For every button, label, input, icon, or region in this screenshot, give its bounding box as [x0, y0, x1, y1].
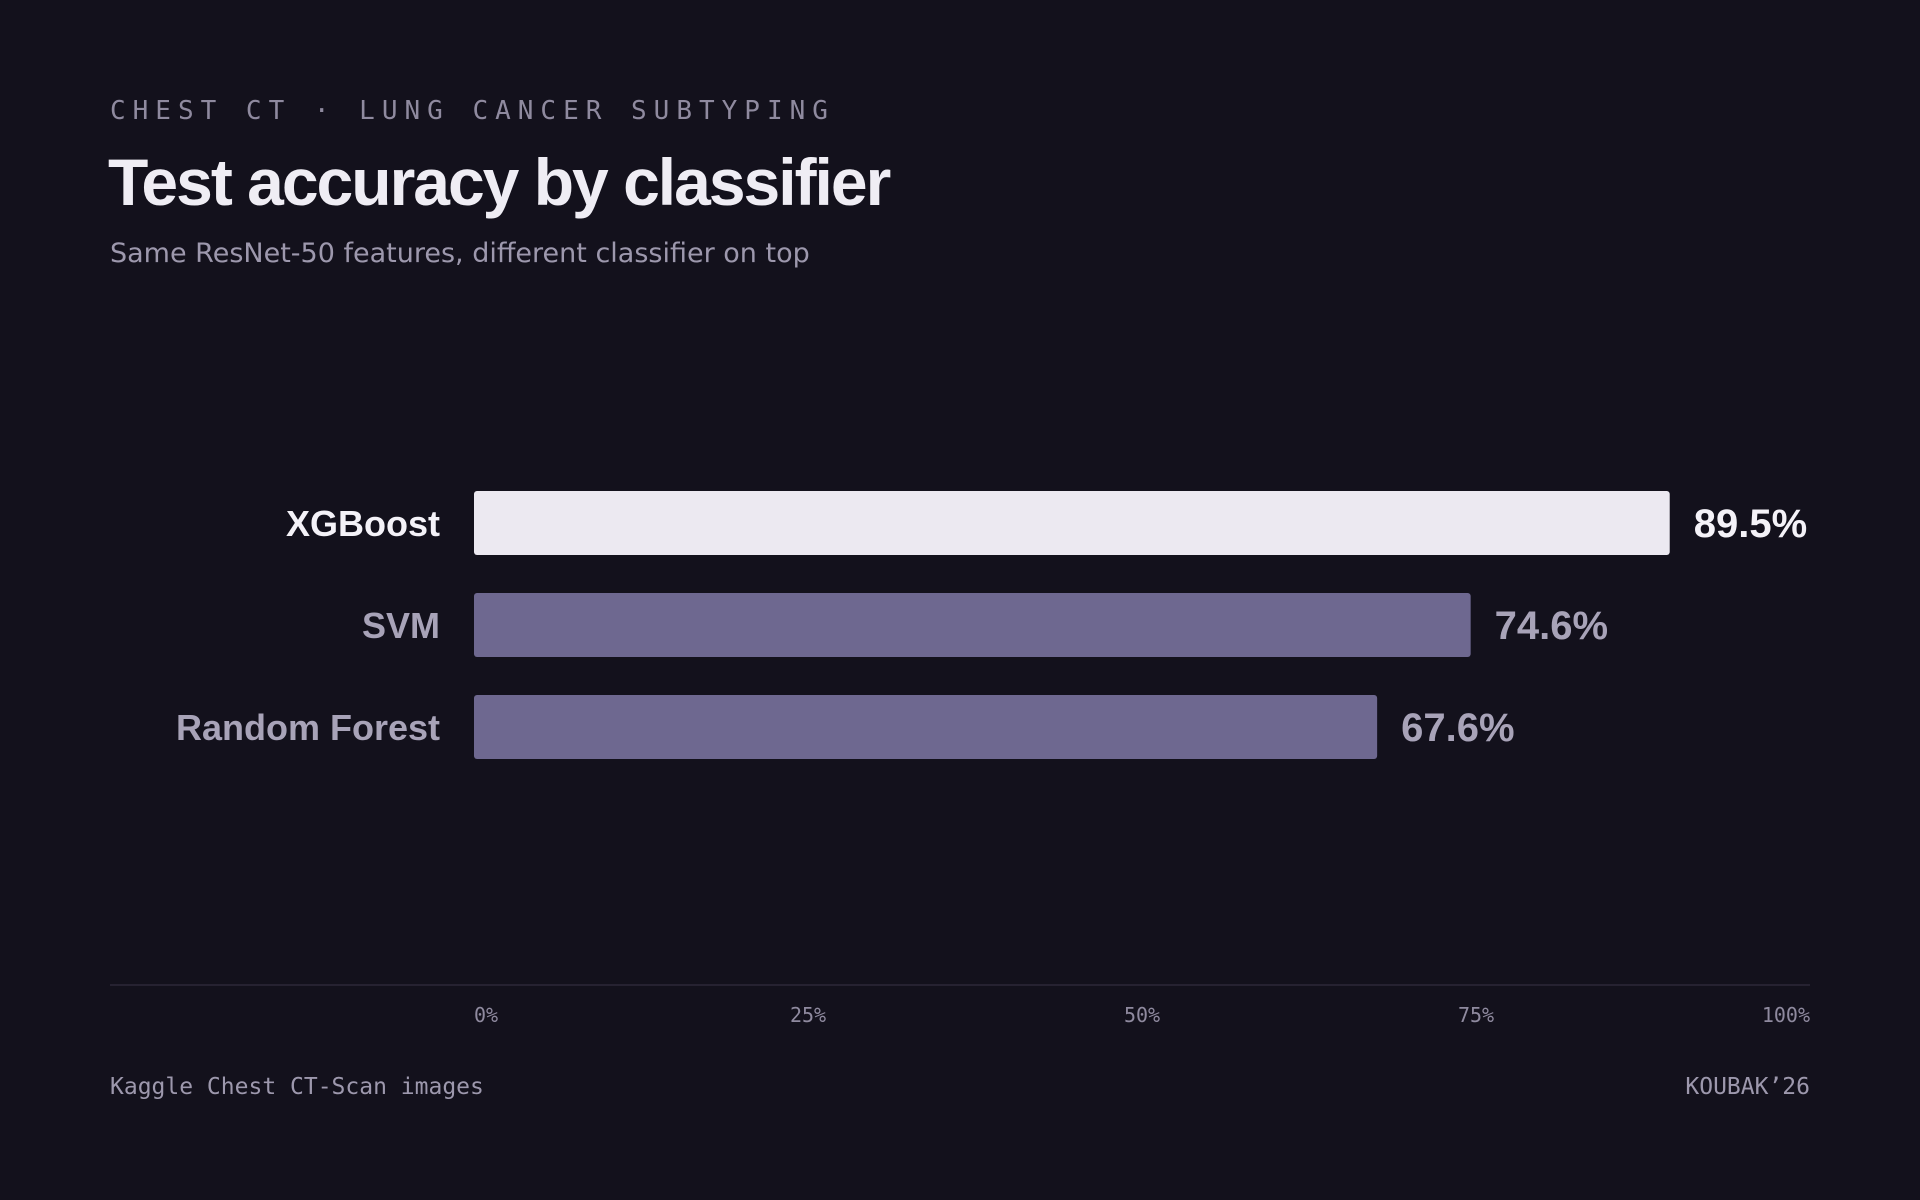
- x-tick-label: 0%: [474, 1003, 498, 1027]
- x-tick-label: 100%: [1762, 1003, 1810, 1027]
- x-tick-label: 25%: [790, 1003, 826, 1027]
- credit-note: KOUBAK’26: [1685, 1074, 1810, 1100]
- bar-svm: [474, 593, 1471, 657]
- bar-random-forest: [474, 695, 1378, 759]
- category-label-xgboost: XGBoost: [286, 503, 440, 544]
- x-tick-label: 50%: [1124, 1003, 1160, 1027]
- chart-eyebrow: CHEST CT · LUNG CANCER SUBTYPING: [110, 96, 835, 126]
- bars-layer: XGBoost 89.5% SVM 74.6% Random Forest 67.6%: [176, 491, 1807, 759]
- value-label-random-forest: 67.6%: [1401, 706, 1514, 750]
- chart-subtitle: Same ResNet-50 features, different class…: [110, 238, 810, 269]
- x-tick-label: 75%: [1458, 1003, 1494, 1027]
- bar-xgboost: [474, 491, 1670, 555]
- value-label-xgboost: 89.5%: [1694, 502, 1807, 546]
- source-note: Kaggle Chest CT-Scan images: [110, 1074, 484, 1100]
- category-label-random-forest: Random Forest: [176, 707, 440, 748]
- bar-chart: XGBoost 89.5% SVM 74.6% Random Forest 67.6% 0…: [110, 491, 1810, 1027]
- x-axis-ticks: 0% 25% 50% 75% 100%: [474, 1003, 1810, 1027]
- category-label-svm: SVM: [362, 605, 440, 646]
- chart-title: Test accuracy by classifier: [108, 145, 891, 219]
- value-label-svm: 74.6%: [1495, 604, 1608, 648]
